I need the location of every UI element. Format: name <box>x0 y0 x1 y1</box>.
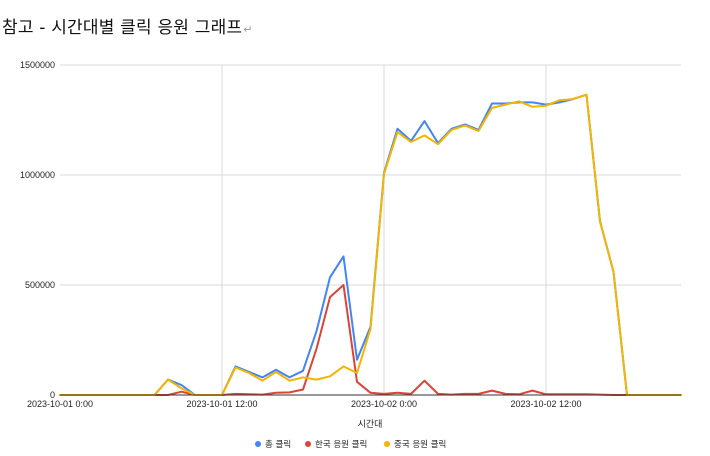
x-tick-label: 2023-10-01 0:00 <box>27 399 93 409</box>
legend-swatch <box>384 441 390 447</box>
legend-label: 중국 응원 클릭 <box>394 439 446 450</box>
y-axis-ticks: 0 500000 1000000 1500000 <box>20 60 55 400</box>
legend-label: 한국 응원 클릭 <box>315 439 367 450</box>
legend-swatch <box>305 441 311 447</box>
x-axis-ticks: 2023-10-01 0:00 2023-10-01 12:00 2023-10-0… <box>27 399 582 409</box>
legend-label: 총 클릭 <box>265 439 291 450</box>
series-line-0 <box>59 93 682 396</box>
x-tick-label: 2023-10-01 12:00 <box>186 399 257 409</box>
x-tick-label: 2023-10-02 12:00 <box>510 399 581 409</box>
y-tick-label: 1000000 <box>20 170 55 180</box>
y-tick-label: 0 <box>50 390 55 400</box>
series-line-1 <box>59 284 682 396</box>
series-lines <box>59 93 682 396</box>
x-axis-title: 시간대 <box>358 419 383 430</box>
legend-swatch <box>255 441 261 447</box>
y-tick-label: 1500000 <box>20 60 55 70</box>
chart-title: 참고 - 시간대별 클릭 응원 그래프↵ <box>2 18 253 38</box>
series-line-2 <box>59 93 682 396</box>
x-tick-label: 2023-10-02 0:00 <box>351 399 417 409</box>
legend: 총 클릭 한국 응원 클릭 중국 응원 클릭 <box>255 439 446 450</box>
y-tick-label: 500000 <box>25 280 55 290</box>
return-mark: ↵ <box>243 23 253 36</box>
